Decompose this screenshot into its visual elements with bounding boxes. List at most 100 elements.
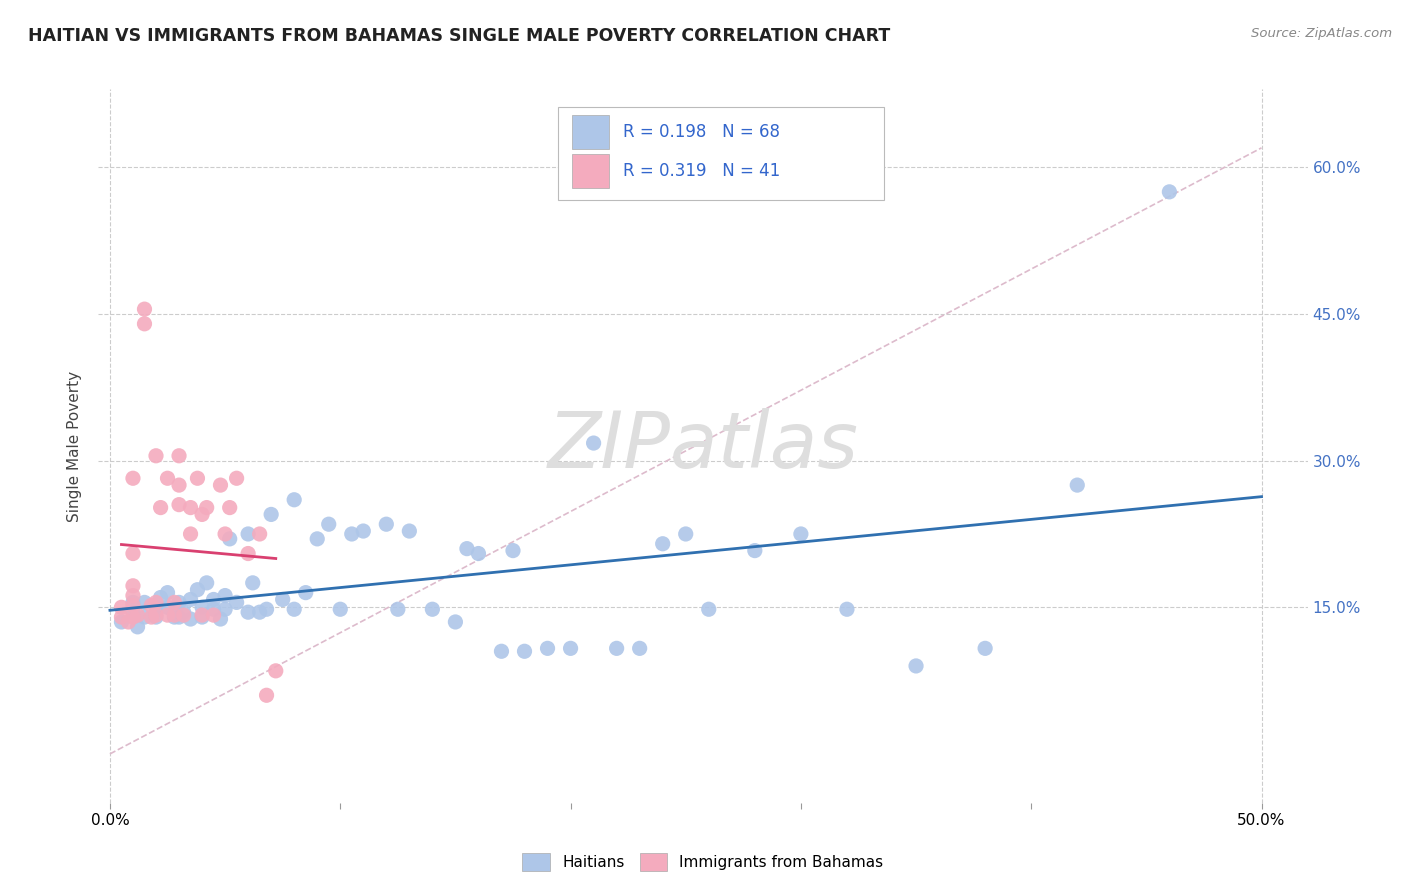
Point <box>186 471 208 485</box>
Point <box>167 610 190 624</box>
Point <box>173 605 195 619</box>
Point <box>456 541 478 556</box>
Point <box>467 547 489 561</box>
Point <box>1066 478 1088 492</box>
Point <box>606 641 628 656</box>
Point <box>209 478 232 492</box>
Point <box>180 612 202 626</box>
Point <box>167 498 190 512</box>
Point <box>122 589 145 603</box>
Point <box>271 592 294 607</box>
Point <box>180 592 202 607</box>
Point <box>127 608 149 623</box>
Point <box>536 641 558 656</box>
Point <box>141 599 163 613</box>
Text: HAITIAN VS IMMIGRANTS FROM BAHAMAS SINGLE MALE POVERTY CORRELATION CHART: HAITIAN VS IMMIGRANTS FROM BAHAMAS SINGL… <box>28 27 890 45</box>
Point <box>236 547 259 561</box>
Point <box>163 608 186 623</box>
Point <box>387 602 409 616</box>
Point <box>209 612 232 626</box>
Point <box>117 615 139 629</box>
Point <box>582 436 605 450</box>
Point <box>697 602 720 616</box>
Point <box>122 605 145 619</box>
Point <box>145 595 167 609</box>
Point <box>145 600 167 615</box>
Point <box>294 585 316 599</box>
Point <box>180 527 202 541</box>
Point <box>134 595 156 609</box>
Point <box>186 582 208 597</box>
Point <box>122 471 145 485</box>
Point <box>340 527 363 541</box>
Point <box>167 478 190 492</box>
Point <box>167 595 190 609</box>
Point <box>675 527 697 541</box>
Point <box>628 641 651 656</box>
Point <box>375 517 398 532</box>
Point <box>214 589 236 603</box>
Point <box>790 527 813 541</box>
Text: ZIPatlas: ZIPatlas <box>547 408 859 484</box>
Point <box>110 615 132 629</box>
Text: R = 0.198   N = 68: R = 0.198 N = 68 <box>623 123 780 141</box>
Point <box>283 602 305 616</box>
Point <box>191 508 214 522</box>
Point <box>191 600 214 615</box>
Point <box>110 610 132 624</box>
Point <box>202 608 225 623</box>
Point <box>513 644 536 658</box>
Point <box>122 579 145 593</box>
Point <box>225 471 247 485</box>
Point <box>173 608 195 623</box>
Point <box>398 524 420 538</box>
Point <box>225 595 247 609</box>
Point <box>214 602 236 616</box>
Point <box>318 517 340 532</box>
Point <box>560 641 582 656</box>
Point <box>156 585 179 599</box>
Point <box>134 317 156 331</box>
Point <box>167 449 190 463</box>
Point <box>191 608 214 623</box>
Point <box>195 500 218 515</box>
Point <box>202 602 225 616</box>
Text: Source: ZipAtlas.com: Source: ZipAtlas.com <box>1251 27 1392 40</box>
Point <box>236 605 259 619</box>
Point <box>249 605 271 619</box>
Point <box>256 688 278 702</box>
Point <box>149 500 172 515</box>
Y-axis label: Single Male Poverty: Single Male Poverty <box>67 370 83 522</box>
Point <box>163 595 186 609</box>
Point <box>145 610 167 624</box>
Point <box>651 537 673 551</box>
Point <box>329 602 352 616</box>
Point <box>110 600 132 615</box>
FancyBboxPatch shape <box>572 115 609 149</box>
Point <box>744 543 766 558</box>
Point <box>180 500 202 515</box>
Point <box>218 532 240 546</box>
Point <box>156 471 179 485</box>
Point <box>145 608 167 623</box>
Point <box>122 610 145 624</box>
Point <box>260 508 283 522</box>
Point <box>905 659 928 673</box>
Text: R = 0.319   N = 41: R = 0.319 N = 41 <box>623 162 780 180</box>
Point <box>236 527 259 541</box>
Point <box>974 641 997 656</box>
FancyBboxPatch shape <box>572 154 609 188</box>
Point <box>156 600 179 615</box>
Point <box>444 615 467 629</box>
Point <box>149 591 172 605</box>
Point <box>307 532 329 546</box>
Point <box>127 620 149 634</box>
Point <box>122 547 145 561</box>
Point <box>242 575 264 590</box>
Point <box>195 575 218 590</box>
Legend: Haitians, Immigrants from Bahamas: Haitians, Immigrants from Bahamas <box>516 847 890 877</box>
Point <box>835 602 858 616</box>
Point <box>256 602 278 616</box>
Point <box>264 664 287 678</box>
Point <box>134 610 156 624</box>
